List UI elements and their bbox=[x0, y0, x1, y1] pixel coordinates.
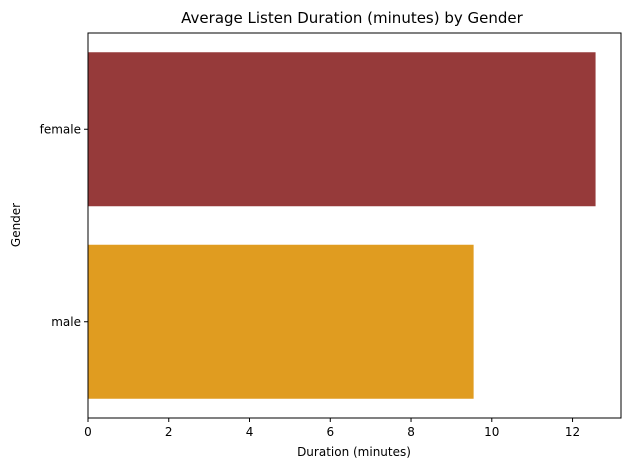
x-tick-label-2: 2 bbox=[165, 425, 173, 439]
x-tick-label-12: 12 bbox=[565, 425, 580, 439]
y-axis-label: Gender bbox=[9, 203, 23, 247]
x-tick-label-10: 10 bbox=[484, 425, 499, 439]
bar-female bbox=[88, 52, 596, 207]
x-ticks-group: 0 2 4 6 8 10 12 bbox=[84, 418, 580, 439]
plot-frame bbox=[87, 32, 622, 419]
x-tick-label-4: 4 bbox=[246, 425, 254, 439]
y-tick-label-female: female bbox=[40, 122, 81, 136]
y-tick-label-male: male bbox=[51, 315, 81, 329]
x-tick-label-8: 8 bbox=[407, 425, 415, 439]
x-tick-label-6: 6 bbox=[326, 425, 334, 439]
x-tick-label-0: 0 bbox=[84, 425, 92, 439]
x-axis-label: Duration (minutes) bbox=[297, 445, 411, 459]
chart-title: Average Listen Duration (minutes) by Gen… bbox=[181, 9, 523, 27]
y-ticks-group: female male bbox=[40, 122, 88, 329]
bars-group bbox=[88, 52, 596, 399]
bar-male bbox=[88, 244, 474, 399]
